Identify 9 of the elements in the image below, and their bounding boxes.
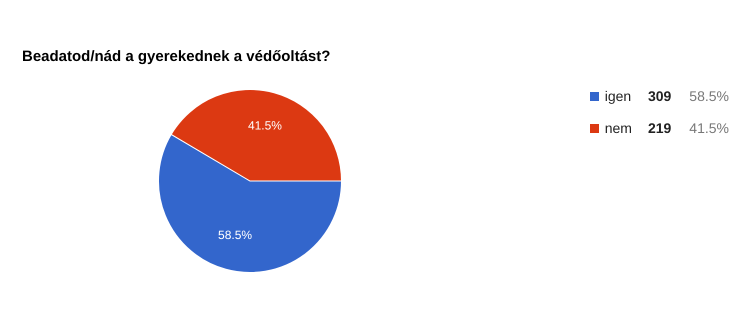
data-label: 58.5% bbox=[218, 228, 252, 242]
chart-title: Beadatod/nád a gyerekednek a védőoltást? bbox=[22, 48, 330, 65]
legend-label: nem bbox=[604, 119, 633, 138]
text: 41.5% bbox=[689, 120, 729, 136]
legend-label: igen bbox=[604, 87, 632, 106]
data-label: 41.5% bbox=[248, 118, 282, 133]
text: 309 bbox=[648, 87, 672, 106]
text: 219 bbox=[648, 119, 672, 138]
text: 58.5% bbox=[689, 88, 729, 104]
